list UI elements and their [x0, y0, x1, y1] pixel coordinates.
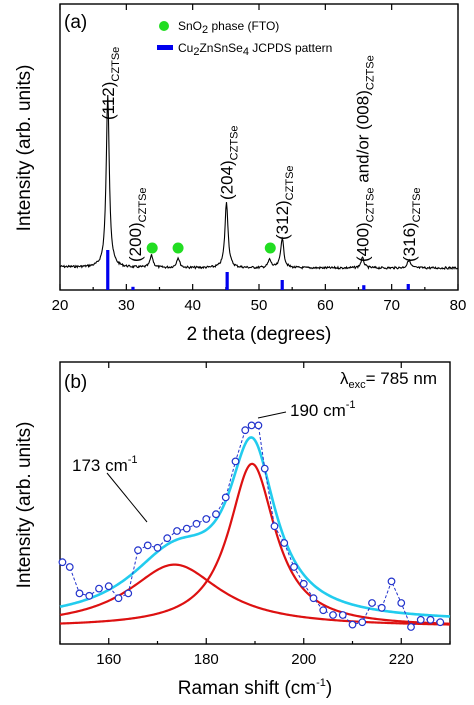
- sno2-markers: [146, 242, 276, 254]
- raman-data-point: [368, 599, 376, 607]
- raman-data-point: [280, 539, 289, 547]
- raman-data-point: [85, 591, 94, 600]
- jcpds-line: [131, 286, 135, 290]
- raman-data-point: [58, 558, 67, 567]
- raman-data-point: [153, 543, 162, 552]
- legend-jcpds-label: Cu2ZnSnSe4 JCPDS pattern: [178, 41, 332, 58]
- sno2-marker: [172, 242, 184, 254]
- xrd-panel-label: (a): [64, 12, 87, 33]
- raman-data-point: [397, 599, 406, 607]
- xrd-x-tick-label: 80: [450, 297, 467, 314]
- raman-data-point: [134, 546, 142, 555]
- raman-data-point: [290, 563, 298, 571]
- raman-data-point: [329, 611, 337, 619]
- raman-data-point: [338, 611, 347, 619]
- raman-data-point: [260, 464, 269, 473]
- raman-data-point: [143, 541, 152, 550]
- raman-data-point: [241, 426, 250, 435]
- excitation-wavelength-label: λexc= 785 nm: [340, 369, 437, 391]
- raman-data-point: [426, 615, 435, 624]
- raman-x-axis-label: Raman shift (cm-1): [178, 677, 332, 699]
- raman-data-point: [163, 534, 172, 543]
- xrd-legend: SnO2 phase (FTO) Cu2ZnSnSe4 JCPDS patter…: [157, 19, 332, 58]
- raman-data-point: [182, 524, 191, 533]
- jcpds-line: [106, 250, 110, 290]
- jcpds-line: [406, 284, 410, 290]
- legend-sno2-label: SnO2 phase (FTO): [178, 19, 279, 36]
- xrd-x-tick-label: 40: [184, 297, 201, 314]
- annotation-line-173: [106, 472, 148, 523]
- raman-data-point: [124, 589, 133, 598]
- sno2-marker: [146, 242, 158, 254]
- legend-jcpds-marker: [157, 45, 173, 50]
- xrd-x-tick-label: 20: [52, 297, 69, 314]
- legend-sno2-marker: [159, 21, 169, 31]
- raman-data-point: [75, 589, 84, 598]
- raman-x-tick-label: 180: [194, 651, 219, 668]
- fit-component-190: [59, 462, 451, 625]
- peak-label: (204)CZTSe: [217, 125, 240, 200]
- xrd-x-tick-label: 50: [251, 297, 268, 314]
- raman-data-point: [202, 515, 211, 523]
- raman-data-point: [319, 606, 328, 615]
- xrd-x-tick-label: 70: [383, 297, 400, 314]
- peak-label: (312)CZTSe: [273, 165, 296, 240]
- raman-data-point: [348, 620, 357, 629]
- raman-data-point: [173, 527, 181, 535]
- peak-label: (200)CZTSe: [126, 187, 149, 262]
- raman-data-point: [436, 618, 445, 627]
- raman-data-point: [104, 582, 113, 591]
- raman-data-point: [407, 623, 415, 631]
- raman-data-point: [254, 421, 263, 430]
- peak-label: (400)CZTSe and/or (008)CZTSe: [353, 55, 376, 262]
- raman-data-point: [377, 603, 386, 612]
- annotation-173: 173 cm-1: [72, 454, 138, 475]
- jcpds-line: [225, 272, 229, 290]
- jcpds-line: [280, 280, 284, 290]
- raman-data-point: [309, 594, 318, 603]
- raman-data-point: [114, 594, 123, 603]
- xrd-x-tick-label: 30: [118, 297, 135, 314]
- peak-label: (112)CZTSe: [99, 47, 122, 120]
- raman-data-point: [231, 457, 240, 466]
- raman-panel: (b) 160 180 200 220 Raman shift (cm-1) Inte…: [14, 361, 451, 699]
- raman-x-tick-label: 220: [389, 651, 414, 668]
- raman-x-tick-label: 160: [96, 651, 121, 668]
- xrd-peak-labels: (112)CZTSe (200)CZTSe (204)CZTSe (312)CZTSe…: [99, 47, 423, 262]
- xrd-pattern-line: [59, 94, 459, 270]
- raman-data-point: [247, 421, 256, 430]
- xrd-x-tick-label: 60: [317, 297, 334, 314]
- raman-data-point: [221, 493, 230, 502]
- xrd-y-axis-label: Intensity (arb. units): [14, 65, 35, 232]
- raman-data-point: [95, 584, 103, 593]
- jcpds-line: [362, 285, 366, 290]
- xrd-panel: (a) 20 30 40 50 60 70 80 2 theta (degrees) Int…: [14, 3, 467, 345]
- raman-x-tick-label: 200: [291, 651, 316, 668]
- annotation-line-190: [257, 411, 287, 419]
- raman-data-points: [58, 421, 445, 631]
- raman-data-point: [270, 522, 279, 531]
- raman-data-point: [387, 577, 396, 586]
- xrd-x-axis-label: 2 theta (degrees): [187, 324, 332, 345]
- raman-x-ticks: 160 180 200 220: [59, 362, 451, 668]
- raman-y-axis-label: Intensity (arb. units): [14, 422, 35, 589]
- raman-data-point: [212, 510, 220, 519]
- annotation-190: 190 cm-1: [290, 399, 356, 420]
- raman-data-point: [358, 618, 367, 627]
- raman-data-point: [65, 563, 74, 571]
- raman-data-point: [416, 615, 425, 624]
- raman-data-point: [192, 519, 201, 528]
- fit-total-line: [59, 436, 451, 618]
- xrd-x-ticks: 20 30 40 50 60 70 80: [52, 4, 467, 314]
- raman-panel-label: (b): [64, 372, 87, 393]
- raman-data-point: [299, 579, 308, 588]
- jcpds-lines: [106, 250, 410, 290]
- peak-label: (316)CZTSe: [400, 187, 423, 262]
- sno2-marker: [264, 242, 276, 254]
